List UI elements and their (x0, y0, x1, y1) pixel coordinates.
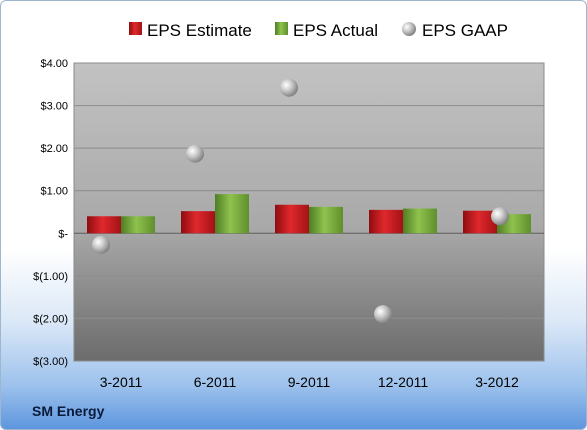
eps-estimate-bar (87, 216, 121, 234)
eps-gaap-point (280, 78, 298, 97)
eps-actual-bar (403, 208, 437, 234)
eps-estimate-bar (369, 209, 403, 234)
eps-actual-bar (309, 206, 343, 234)
y-tick-label: $4.00 (40, 58, 68, 70)
x-tick-label: 3-2012 (475, 374, 519, 390)
eps-actual-bar (215, 194, 249, 234)
y-tick-label: $1.00 (40, 186, 68, 198)
eps-gaap-point (491, 207, 509, 226)
x-tick-label: 6-2011 (194, 374, 237, 390)
eps-gaap-point (374, 305, 392, 324)
legend-label-eps-estimate: EPS Estimate (147, 21, 252, 40)
legend-swatch-eps-actual (275, 22, 288, 35)
legend-label-eps-actual: EPS Actual (293, 21, 378, 40)
legend-item-eps-actual: EPS Actual (275, 21, 378, 40)
x-tick-label: 3-2011 (100, 374, 143, 390)
y-axis: $4.00 $3.00 $2.00 $1.00 $- $(1.00) $(2.00) $(3.… (33, 58, 68, 368)
eps-gaap-point (92, 235, 110, 254)
eps-gaap-point (186, 144, 204, 163)
legend-item-eps-estimate: EPS Estimate (129, 21, 252, 40)
eps-estimate-bar (275, 204, 309, 234)
legend-marker-eps-gaap (402, 22, 416, 36)
x-tick-label: 12-2011 (378, 374, 429, 390)
legend-swatch-eps-estimate (129, 22, 142, 35)
legend-label-eps-gaap: EPS GAAP (422, 21, 508, 40)
y-tick-label: $(1.00) (33, 271, 68, 283)
y-tick-label: $(2.00) (33, 313, 68, 325)
y-tick-label: $3.00 (40, 101, 68, 113)
eps-actual-bar (121, 216, 155, 234)
x-tick-label: 9-2011 (288, 374, 331, 390)
y-tick-label: $2.00 (40, 143, 68, 155)
bar-series (87, 194, 531, 234)
y-tick-label: $(3.00) (33, 356, 68, 368)
y-tick-label: $- (58, 228, 68, 240)
eps-estimate-bar (181, 211, 215, 234)
x-axis: 3-2011 6-2011 9-2011 12-2011 3-2012 (100, 374, 519, 390)
gaap-points (92, 78, 509, 324)
company-label: SM Energy (32, 403, 105, 419)
eps-estimate-bar (463, 210, 497, 234)
legend-item-eps-gaap: EPS GAAP (402, 21, 508, 40)
legend: EPS Estimate EPS Actual EPS GAAP (129, 21, 508, 40)
